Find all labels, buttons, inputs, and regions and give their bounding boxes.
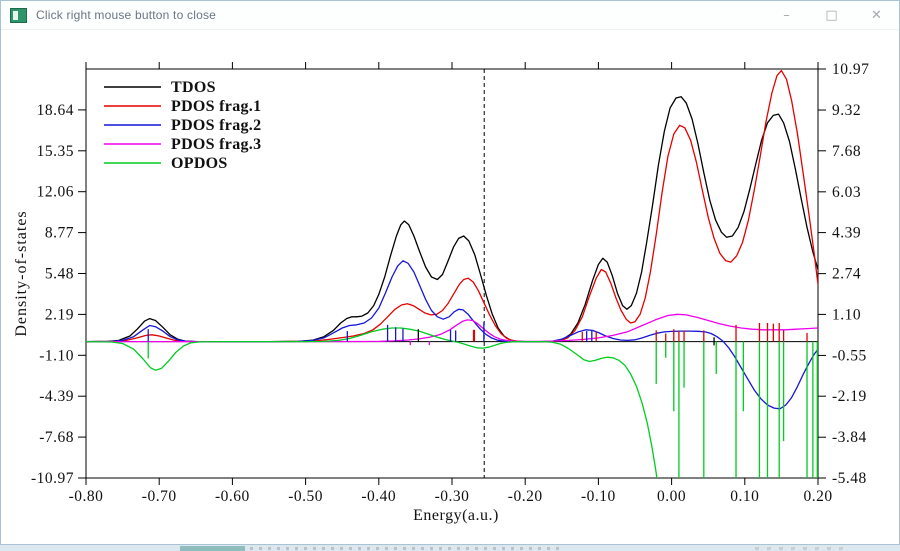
legend-label: PDOS frag.2 xyxy=(171,117,261,134)
y-axis-title: Density-of-states xyxy=(13,210,30,336)
left-tick-label: 2.19 xyxy=(45,306,74,323)
right-tick-label: 7.68 xyxy=(832,143,861,160)
right-tick-label: 10.97 xyxy=(832,61,869,78)
window-title: Click right mouse button to close xyxy=(36,8,217,22)
left-tick-label: 15.35 xyxy=(37,143,74,160)
right-tick-label: 1.10 xyxy=(832,306,861,323)
left-tick-label: -4.39 xyxy=(39,388,74,405)
window-titlebar: Click right mouse button to close – □ ✕ xyxy=(1,1,899,30)
right-tick-label: -3.84 xyxy=(832,429,867,446)
minimize-button[interactable]: – xyxy=(783,7,790,23)
right-tick-label: 9.32 xyxy=(832,102,861,119)
right-tick-label: 6.03 xyxy=(832,184,861,201)
curve-OPDOS xyxy=(86,327,658,478)
left-tick-label: 18.64 xyxy=(37,102,74,119)
background-taskbar-segment xyxy=(180,546,245,551)
right-tick-label: 4.39 xyxy=(832,225,861,242)
x-tick-label: -0.40 xyxy=(361,488,396,505)
left-tick-label: 5.48 xyxy=(45,266,74,283)
left-tick-label: 8.77 xyxy=(45,225,74,242)
background-window-sliver xyxy=(0,545,900,551)
left-tick-label: -7.68 xyxy=(39,429,74,446)
right-tick-label: -0.55 xyxy=(832,347,867,364)
curve-frag2 xyxy=(86,260,818,410)
window-controls: – □ ✕ xyxy=(764,1,899,29)
left-tick-label: 12.06 xyxy=(37,184,74,201)
x-tick-label: -0.10 xyxy=(581,488,616,505)
legend-label: OPDOS xyxy=(171,155,228,172)
x-tick-label: -0.30 xyxy=(435,488,470,505)
legend-label: PDOS frag.1 xyxy=(171,98,261,115)
x-axis-title: Energy(a.u.) xyxy=(413,507,499,524)
legend-label: PDOS frag.3 xyxy=(171,136,261,153)
curve-frag3 xyxy=(86,313,818,343)
right-tick-label: 2.74 xyxy=(832,266,861,283)
level-spikes xyxy=(147,322,818,478)
x-tick-label: -0.20 xyxy=(508,488,543,505)
left-tick-label: -10.97 xyxy=(31,470,74,487)
x-tick-label: -0.70 xyxy=(142,488,177,505)
x-tick-label: 0.20 xyxy=(803,488,832,505)
x-tick-label: 0.00 xyxy=(657,488,686,505)
x-tick-label: -0.50 xyxy=(288,488,323,505)
maximize-button[interactable]: □ xyxy=(825,7,838,23)
dos-chart: -0.80 -0.70 -0.60 -0.50 -0.40 -0.30 -0.20 -0.10… xyxy=(13,61,869,524)
legend-label: TDOS xyxy=(171,79,216,96)
right-tick-label: -2.19 xyxy=(832,388,867,405)
close-button[interactable]: ✕ xyxy=(871,7,882,23)
background-text-flecks xyxy=(755,547,845,550)
plot-canvas[interactable]: -0.80 -0.70 -0.60 -0.50 -0.40 -0.30 -0.20 -0.10… xyxy=(1,30,899,544)
left-tick-label: -1.10 xyxy=(39,347,74,364)
legend: TDOS PDOS frag.1 PDOS frag.2 PDOS frag.3 OPD… xyxy=(104,79,261,172)
background-text-flecks xyxy=(250,547,560,550)
x-tick-label: -0.60 xyxy=(215,488,250,505)
right-tick-label: -5.48 xyxy=(832,470,867,487)
x-tick-label: 0.10 xyxy=(730,488,759,505)
app-icon xyxy=(10,7,27,23)
x-tick-label: -0.80 xyxy=(69,488,104,505)
